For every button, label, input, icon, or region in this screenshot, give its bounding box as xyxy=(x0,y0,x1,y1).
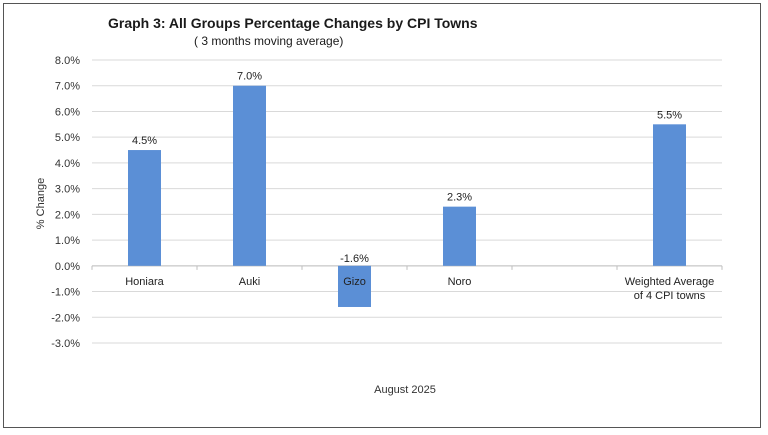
category-labels: Honiara Auki Gizo Noro Weighted Average of 4 … xyxy=(125,276,714,302)
data-label: -1.6% xyxy=(340,253,369,265)
bar xyxy=(233,85,266,266)
y-tick-label: -2.0% xyxy=(51,312,80,324)
bar xyxy=(653,124,686,266)
category-label: Weighted Average xyxy=(625,276,715,288)
y-tick-label: 3.0% xyxy=(55,184,80,196)
bar xyxy=(338,265,371,307)
y-tick-label: 2.0% xyxy=(55,209,80,221)
y-tick-label: -1.0% xyxy=(51,287,80,299)
category-label: Auki xyxy=(239,276,260,288)
data-label: 4.5% xyxy=(132,135,157,147)
y-tick-label: 7.0% xyxy=(55,81,80,93)
bars xyxy=(128,85,686,307)
y-tick-label: 8.0% xyxy=(55,55,80,67)
y-tick-label: -3.0% xyxy=(51,338,80,350)
gridlines xyxy=(91,59,723,344)
y-tick-label: 0.0% xyxy=(55,261,80,273)
y-axis-ticks: -3.0% -2.0% -1.0% 0.0% 1.0% 2.0% 3.0% 4.0% 5.0% 6… xyxy=(51,55,80,350)
data-labels: 4.5% 7.0% -1.6% 2.3% 5.5% xyxy=(132,71,682,265)
category-label: Honiara xyxy=(125,276,164,288)
category-label: Noro xyxy=(448,276,472,288)
y-axis-title: % Change xyxy=(35,178,47,229)
bar xyxy=(128,150,161,266)
y-tick-label: 6.0% xyxy=(55,106,80,118)
category-label: of 4 CPI towns xyxy=(634,290,706,302)
data-label: 7.0% xyxy=(237,71,262,83)
y-tick-label: 5.0% xyxy=(55,132,80,144)
bar xyxy=(443,206,476,266)
chart-title: Graph 3: All Groups Percentage Changes b… xyxy=(108,15,478,31)
chart-subtitle: ( 3 months moving average) xyxy=(194,34,344,48)
data-label: 5.5% xyxy=(657,109,682,121)
category-label: Gizo xyxy=(343,276,366,288)
data-label: 2.3% xyxy=(447,192,472,204)
x-axis-title: August 2025 xyxy=(374,384,436,396)
y-tick-label: 1.0% xyxy=(55,235,80,247)
y-tick-label: 4.0% xyxy=(55,158,80,170)
